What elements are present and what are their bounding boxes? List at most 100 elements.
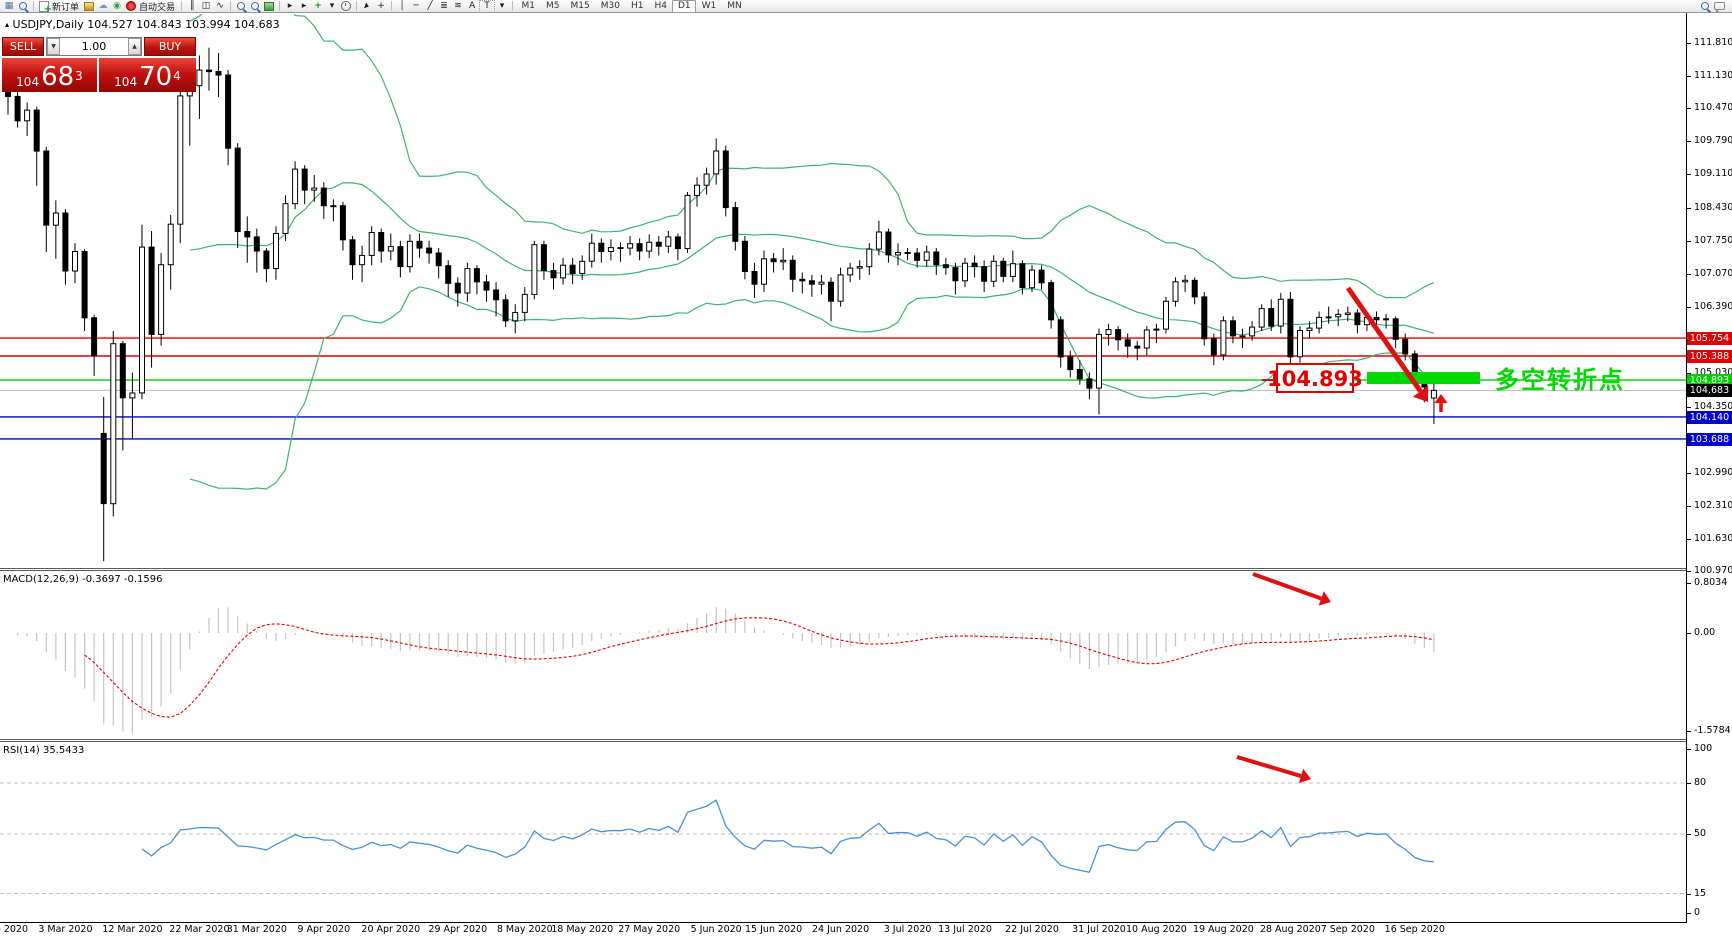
signal-icon[interactable]: ◉ xyxy=(113,0,121,11)
axis-tick xyxy=(1687,108,1691,109)
autotrade-label[interactable]: 自动交易 xyxy=(139,2,176,13)
timeframe-button-m5[interactable]: M5 xyxy=(546,0,560,11)
sell-price-pip: 3 xyxy=(75,69,83,83)
macd-label: MACD(12,26,9) -0.3697 -0.1596 xyxy=(3,574,163,585)
chart-line-icon[interactable]: ∿ xyxy=(216,0,224,11)
main-toolbar: ▦ 新订单 ☁ ◉ 自动交易 ║ ◫ ∿ ▸ ▸ + ▾ + │ ─ ╱ ≣ ≋… xyxy=(0,0,1732,15)
price-axis[interactable]: 111.810 111.130 110.470 109.790 109.110 108.4… xyxy=(1687,0,1732,938)
rsi-label: RSI(14) 35.5433 xyxy=(3,745,85,756)
axis-tick xyxy=(1687,407,1691,408)
date-axis-label: 8 May 2020 xyxy=(496,924,553,935)
price-line-badge: 105.754 xyxy=(1687,332,1732,345)
date-axis-label: 18 May 2020 xyxy=(551,924,614,935)
axis-tick-label: 15 xyxy=(1694,888,1707,899)
dropdown-icon[interactable]: ▾ xyxy=(329,0,335,11)
text-tool-icon[interactable]: A xyxy=(468,0,476,11)
date-axis[interactable]: 21 Feb 2020 3 Mar 2020 12 Mar 2020 22 Mar 2… xyxy=(0,923,1686,938)
date-axis-label: 7 Sep 2020 xyxy=(1320,924,1375,935)
search-icon[interactable] xyxy=(1698,1,1712,12)
chart-title: ▴ USDJPY,Daily 104.527 104.843 103.994 1… xyxy=(5,18,280,31)
toolbar-separator xyxy=(181,1,183,11)
volume-increase-button[interactable]: ▲ xyxy=(128,38,141,55)
buy-button[interactable]: BUY xyxy=(144,37,196,56)
fibonacci-icon[interactable]: ≣ xyxy=(440,0,448,11)
one-click-trading-panel: SELL ▼ 1.00 ▲ BUY 104 68 3 104 70 4 xyxy=(2,37,196,92)
date-axis-label: 15 Jun 2020 xyxy=(745,924,803,935)
timeframe-button-m15[interactable]: M15 xyxy=(570,0,590,11)
sell-button[interactable]: SELL xyxy=(2,37,44,56)
period-clock-icon[interactable] xyxy=(339,1,353,12)
price-line-badge: 104.140 xyxy=(1687,411,1732,424)
date-axis-label: 22 Mar 2020 xyxy=(169,924,230,935)
step-forward-icon[interactable]: ▸ xyxy=(301,0,307,11)
add-indicator-icon[interactable]: + xyxy=(314,0,322,11)
date-axis-label: 21 Feb 2020 xyxy=(0,924,28,935)
chat-icon[interactable] xyxy=(1712,1,1726,12)
window-icon[interactable]: ▦ xyxy=(4,0,14,11)
cloud-icon[interactable]: ☁ xyxy=(98,0,108,11)
axis-tick-label: 0.8034 xyxy=(1694,577,1728,588)
channel-icon[interactable]: ≋ xyxy=(454,0,462,11)
zoom-in-icon[interactable] xyxy=(234,1,248,12)
timeframe-button-w1[interactable]: W1 xyxy=(701,0,717,11)
axis-tick-label: 108.430 xyxy=(1694,202,1732,213)
buy-price-big: 70 xyxy=(139,62,173,92)
new-order-icon[interactable] xyxy=(37,0,52,15)
market-watch-icon[interactable] xyxy=(16,1,30,12)
date-axis-label: 27 May 2020 xyxy=(618,924,681,935)
crosshair-icon[interactable]: + xyxy=(377,0,385,11)
axis-tick xyxy=(1687,141,1691,142)
gold-icon[interactable] xyxy=(82,1,96,12)
price-chart-canvas[interactable]: 104.893 多空转折点 xyxy=(0,14,1686,570)
panel-separator[interactable] xyxy=(0,739,1687,740)
shapes-dropdown-icon[interactable]: ▾ xyxy=(499,0,505,11)
new-order-label[interactable]: 新订单 xyxy=(52,2,80,13)
axis-tick xyxy=(1687,749,1691,750)
date-axis-label: 31 Mar 2020 xyxy=(226,924,287,935)
axis-tick xyxy=(1687,373,1691,374)
chart-bars-icon[interactable]: ║ xyxy=(189,0,195,11)
chart-candles-icon[interactable]: ◫ xyxy=(201,0,211,11)
axis-border xyxy=(1686,13,1687,923)
axis-tick xyxy=(1687,731,1691,732)
sell-price-base: 104 xyxy=(16,75,40,89)
axis-tick-label: 101.630 xyxy=(1694,533,1732,544)
zoom-out-icon[interactable] xyxy=(248,1,262,12)
trendline-icon[interactable]: ╱ xyxy=(427,0,433,11)
date-axis-label: 12 Mar 2020 xyxy=(102,924,163,935)
date-axis-label: 9 Apr 2020 xyxy=(297,924,351,935)
axis-tick-label: 80 xyxy=(1694,777,1707,788)
autotrade-icon[interactable] xyxy=(124,1,138,12)
timeframe-button-m1[interactable]: M1 xyxy=(521,0,536,11)
panel-separator xyxy=(0,570,1687,571)
macd-panel-canvas[interactable] xyxy=(0,571,1686,740)
label-tool-icon[interactable]: T xyxy=(479,0,496,13)
cursor-icon[interactable] xyxy=(360,1,374,12)
axis-tick-label: 0 xyxy=(1694,907,1701,918)
timeframe-button-m30[interactable]: M30 xyxy=(600,0,620,11)
date-axis-label: 3 Mar 2020 xyxy=(38,924,93,935)
axis-tick xyxy=(1687,571,1691,572)
volume-value[interactable]: 1.00 xyxy=(81,40,107,53)
axis-tick xyxy=(1687,506,1691,507)
sell-price-panel[interactable]: 104 68 3 xyxy=(2,58,97,92)
panel-separator[interactable] xyxy=(0,568,1687,569)
horizontal-line-icon[interactable]: ─ xyxy=(413,0,419,11)
step-back-icon[interactable]: ▸ xyxy=(287,0,293,11)
vertical-line-icon[interactable]: │ xyxy=(399,0,405,11)
svg-text:104.893: 104.893 xyxy=(1267,367,1363,391)
timeframe-button-h4[interactable]: H4 xyxy=(654,0,667,11)
buy-price-pip: 4 xyxy=(173,69,181,83)
axis-tick xyxy=(1687,43,1691,44)
date-axis-label: 22 Jul 2020 xyxy=(1005,924,1059,935)
axis-tick-label: 105.030 xyxy=(1694,367,1732,378)
timeframe-button-h1[interactable]: H1 xyxy=(630,0,644,11)
timeframe-button-d1[interactable]: D1 xyxy=(672,0,697,13)
timeframe-button-mn[interactable]: MN xyxy=(727,0,742,11)
rsi-panel-canvas[interactable] xyxy=(0,742,1686,922)
tile-windows-icon[interactable] xyxy=(262,1,276,12)
axis-tick xyxy=(1687,539,1691,540)
svg-text:多空转折点: 多空转折点 xyxy=(1495,366,1625,394)
buy-price-panel[interactable]: 104 70 4 xyxy=(99,58,196,92)
volume-decrease-button[interactable]: ▼ xyxy=(47,38,60,55)
